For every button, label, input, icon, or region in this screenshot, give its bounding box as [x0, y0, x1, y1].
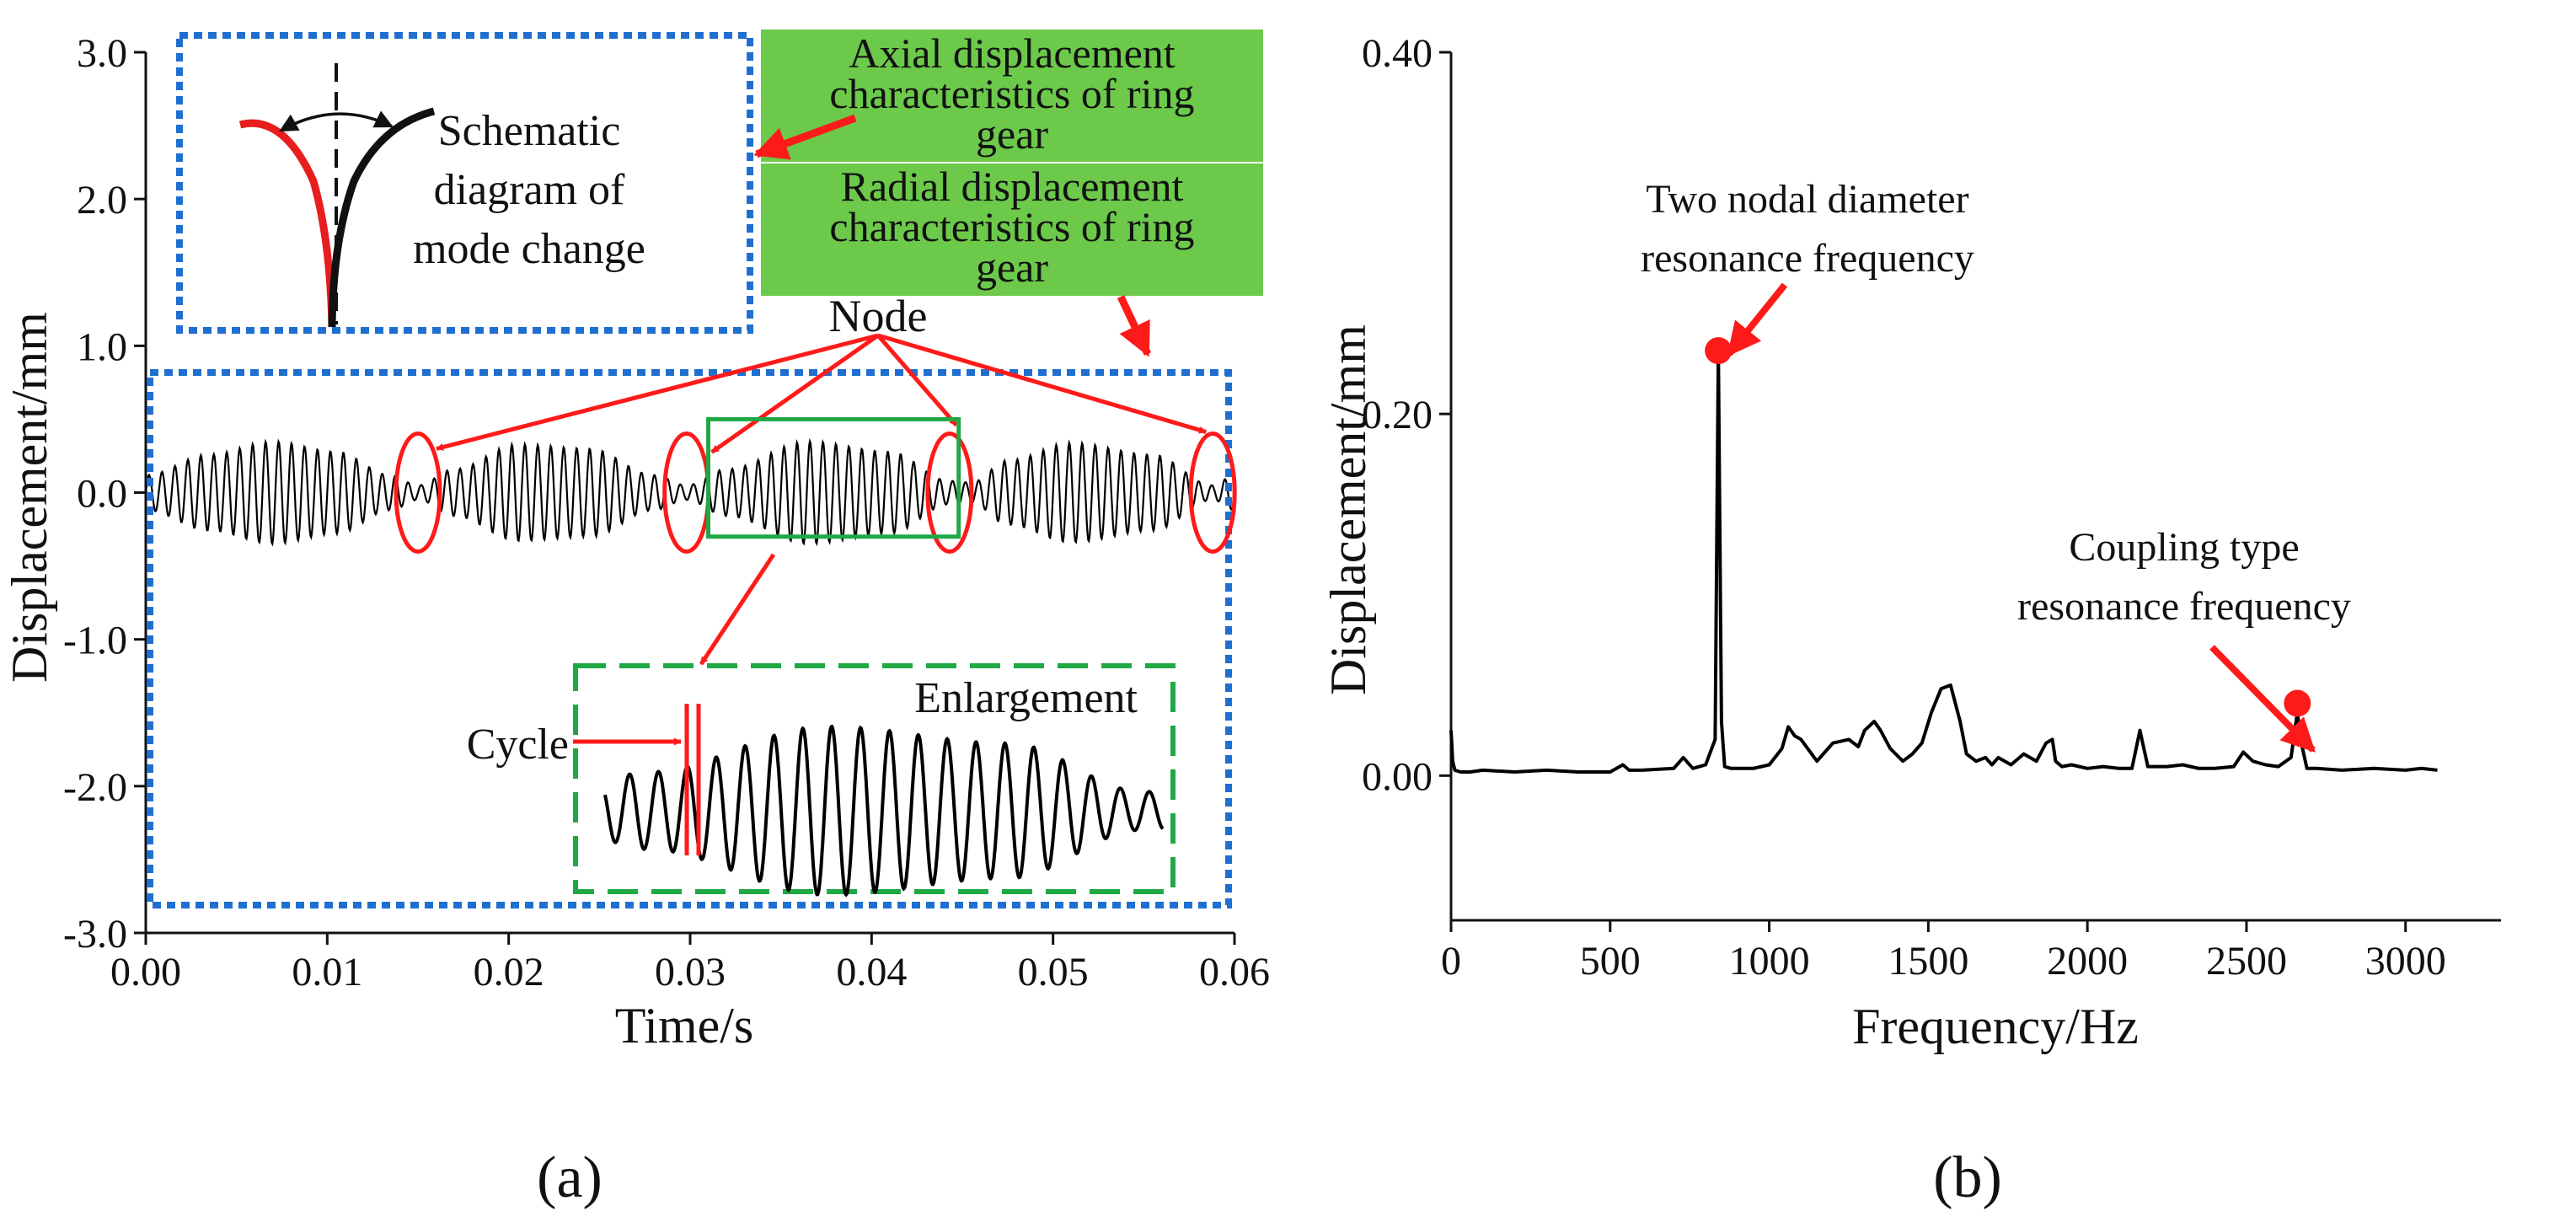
node-arrow	[877, 333, 1208, 434]
node-label: Node	[829, 291, 928, 341]
panel-a-x-tick-label: 0.03	[655, 950, 726, 994]
coupling-arrow	[2209, 645, 2316, 753]
node-arrow	[710, 333, 880, 454]
node-ellipse	[394, 431, 442, 554]
panel-a-y-axis-label: Displacement/mm	[2, 312, 57, 683]
panel-a-y-tick-label: 3.0	[77, 31, 127, 76]
panel-b-x-tick-label: 3000	[2365, 939, 2446, 983]
radial-legend-line-1: Radial displacement	[841, 163, 1184, 210]
axial-legend-line-2: characteristics of ring	[829, 70, 1194, 117]
panel-b-y-tick-label: 0.40	[1362, 31, 1433, 76]
zoom-window-box	[706, 416, 961, 539]
node-ellipse	[925, 431, 974, 554]
panel-b-x-axis-label: Frequency/Hz	[1852, 999, 2139, 1054]
schematic-caption-line-2: diagram of	[434, 166, 625, 214]
coupling-annotation-line-2: resonance frequency	[2017, 584, 2351, 629]
panel-a-x-tick-label: 0.00	[110, 950, 181, 994]
panel-b-x-tick-label: 1000	[1729, 939, 1810, 983]
two-nodal-arrow	[1726, 282, 1788, 357]
panel-b-x-tick-label: 1500	[1888, 939, 1968, 983]
cycle-label: Cycle	[467, 721, 569, 769]
panel-a-y-tick-label: -1.0	[63, 619, 127, 663]
coupling-annotation-line-1: Coupling type	[2069, 525, 2299, 570]
node-arrow	[436, 333, 879, 451]
two-nodal-annotation-line-2: resonance frequency	[1641, 236, 1974, 281]
resonance-markers	[1705, 337, 2311, 717]
zoom-arrow	[699, 553, 776, 666]
panel-b-label: (b)	[1933, 1145, 2002, 1210]
resonance-peak-marker	[2284, 689, 2311, 717]
axial-legend-box	[761, 29, 1263, 162]
panel-a-x-tick-label: 0.02	[474, 950, 544, 994]
panel-a-x-axis-label: Time/s	[615, 998, 754, 1053]
axial-legend-line-3: gear	[976, 110, 1048, 158]
cycle-marker	[684, 704, 701, 855]
panel-b: 0.40 0.20 0.00 0 500 1000 1500 2000 2500 3000 Di…	[1320, 31, 2501, 1210]
enlargement-label: Enlargement	[914, 674, 1138, 722]
panel-a-y-tick-label: -3.0	[63, 912, 127, 957]
panel-b-x-tick-label: 500	[1580, 939, 1641, 983]
panel-a-y-ticks: 3.0 2.0 1.0 0.0 -1.0 -2.0 -3.0	[63, 31, 146, 957]
panel-a-x-tick-label: 0.04	[836, 950, 907, 994]
panel-a-y-tick-label: 2.0	[77, 178, 127, 222]
radial-legend-line-2: characteristics of ring	[829, 203, 1194, 250]
axial-legend-arrow	[753, 114, 857, 160]
panel-b-y-tick-label: 0.20	[1362, 393, 1433, 437]
panel-b-y-axis-label: Displacement/mm	[1320, 324, 1376, 695]
panel-a: 3.02.01.00.0-1.0-2.0-3.0 0.00 0.01 0.02 0.0…	[2, 29, 1270, 1210]
panel-b-y-tick-label: 0.00	[1362, 754, 1433, 799]
radial-legend-box	[761, 163, 1263, 296]
panel-b-y-ticks: 0.40 0.20 0.00	[1362, 31, 1451, 799]
resonance-peak-marker	[1705, 337, 1733, 365]
panel-b-spectrum-line	[1449, 349, 2438, 774]
panel-a-y-tick-label: 0.0	[77, 472, 127, 517]
panel-a-label: (a)	[537, 1145, 602, 1210]
node-arrow	[876, 334, 958, 427]
panel-a-x-tick-label: 0.05	[1018, 950, 1089, 994]
panel-a-x-tick-label: 0.06	[1199, 950, 1270, 994]
panel-a-y-tick-label: -2.0	[63, 765, 127, 810]
two-nodal-annotation-line-1: Two nodal diameter	[1646, 177, 1968, 222]
schematic-inset-box	[176, 32, 753, 334]
panel-b-x-tick-label: 2000	[2047, 939, 2128, 983]
panel-a-y-tick-label: 1.0	[77, 324, 127, 369]
signal-highlight-box	[147, 369, 1232, 908]
panel-b-x-tick-label: 0	[1441, 939, 1461, 983]
panel-b-x-ticks: 0 500 1000 1500 2000 2500 3000	[1441, 920, 2446, 983]
panel-a-signal-line	[144, 437, 1236, 547]
node-arrows	[436, 333, 1208, 454]
panel-a-x-ticks: 0.00 0.01 0.02 0.03 0.04 0.05 0.06	[110, 933, 1270, 994]
panel-a-x-tick-label: 0.01	[292, 950, 362, 994]
mode-change-schematic	[238, 63, 436, 328]
node-ellipse	[1188, 431, 1237, 554]
schematic-caption-line-1: Schematic	[438, 107, 621, 155]
axial-legend-line-1: Axial displacement	[849, 29, 1175, 77]
panel-b-x-tick-label: 2500	[2206, 939, 2287, 983]
radial-legend-line-3: gear	[976, 244, 1048, 291]
schematic-caption-line-3: mode change	[413, 225, 645, 273]
radial-legend-arrow	[1117, 295, 1152, 357]
